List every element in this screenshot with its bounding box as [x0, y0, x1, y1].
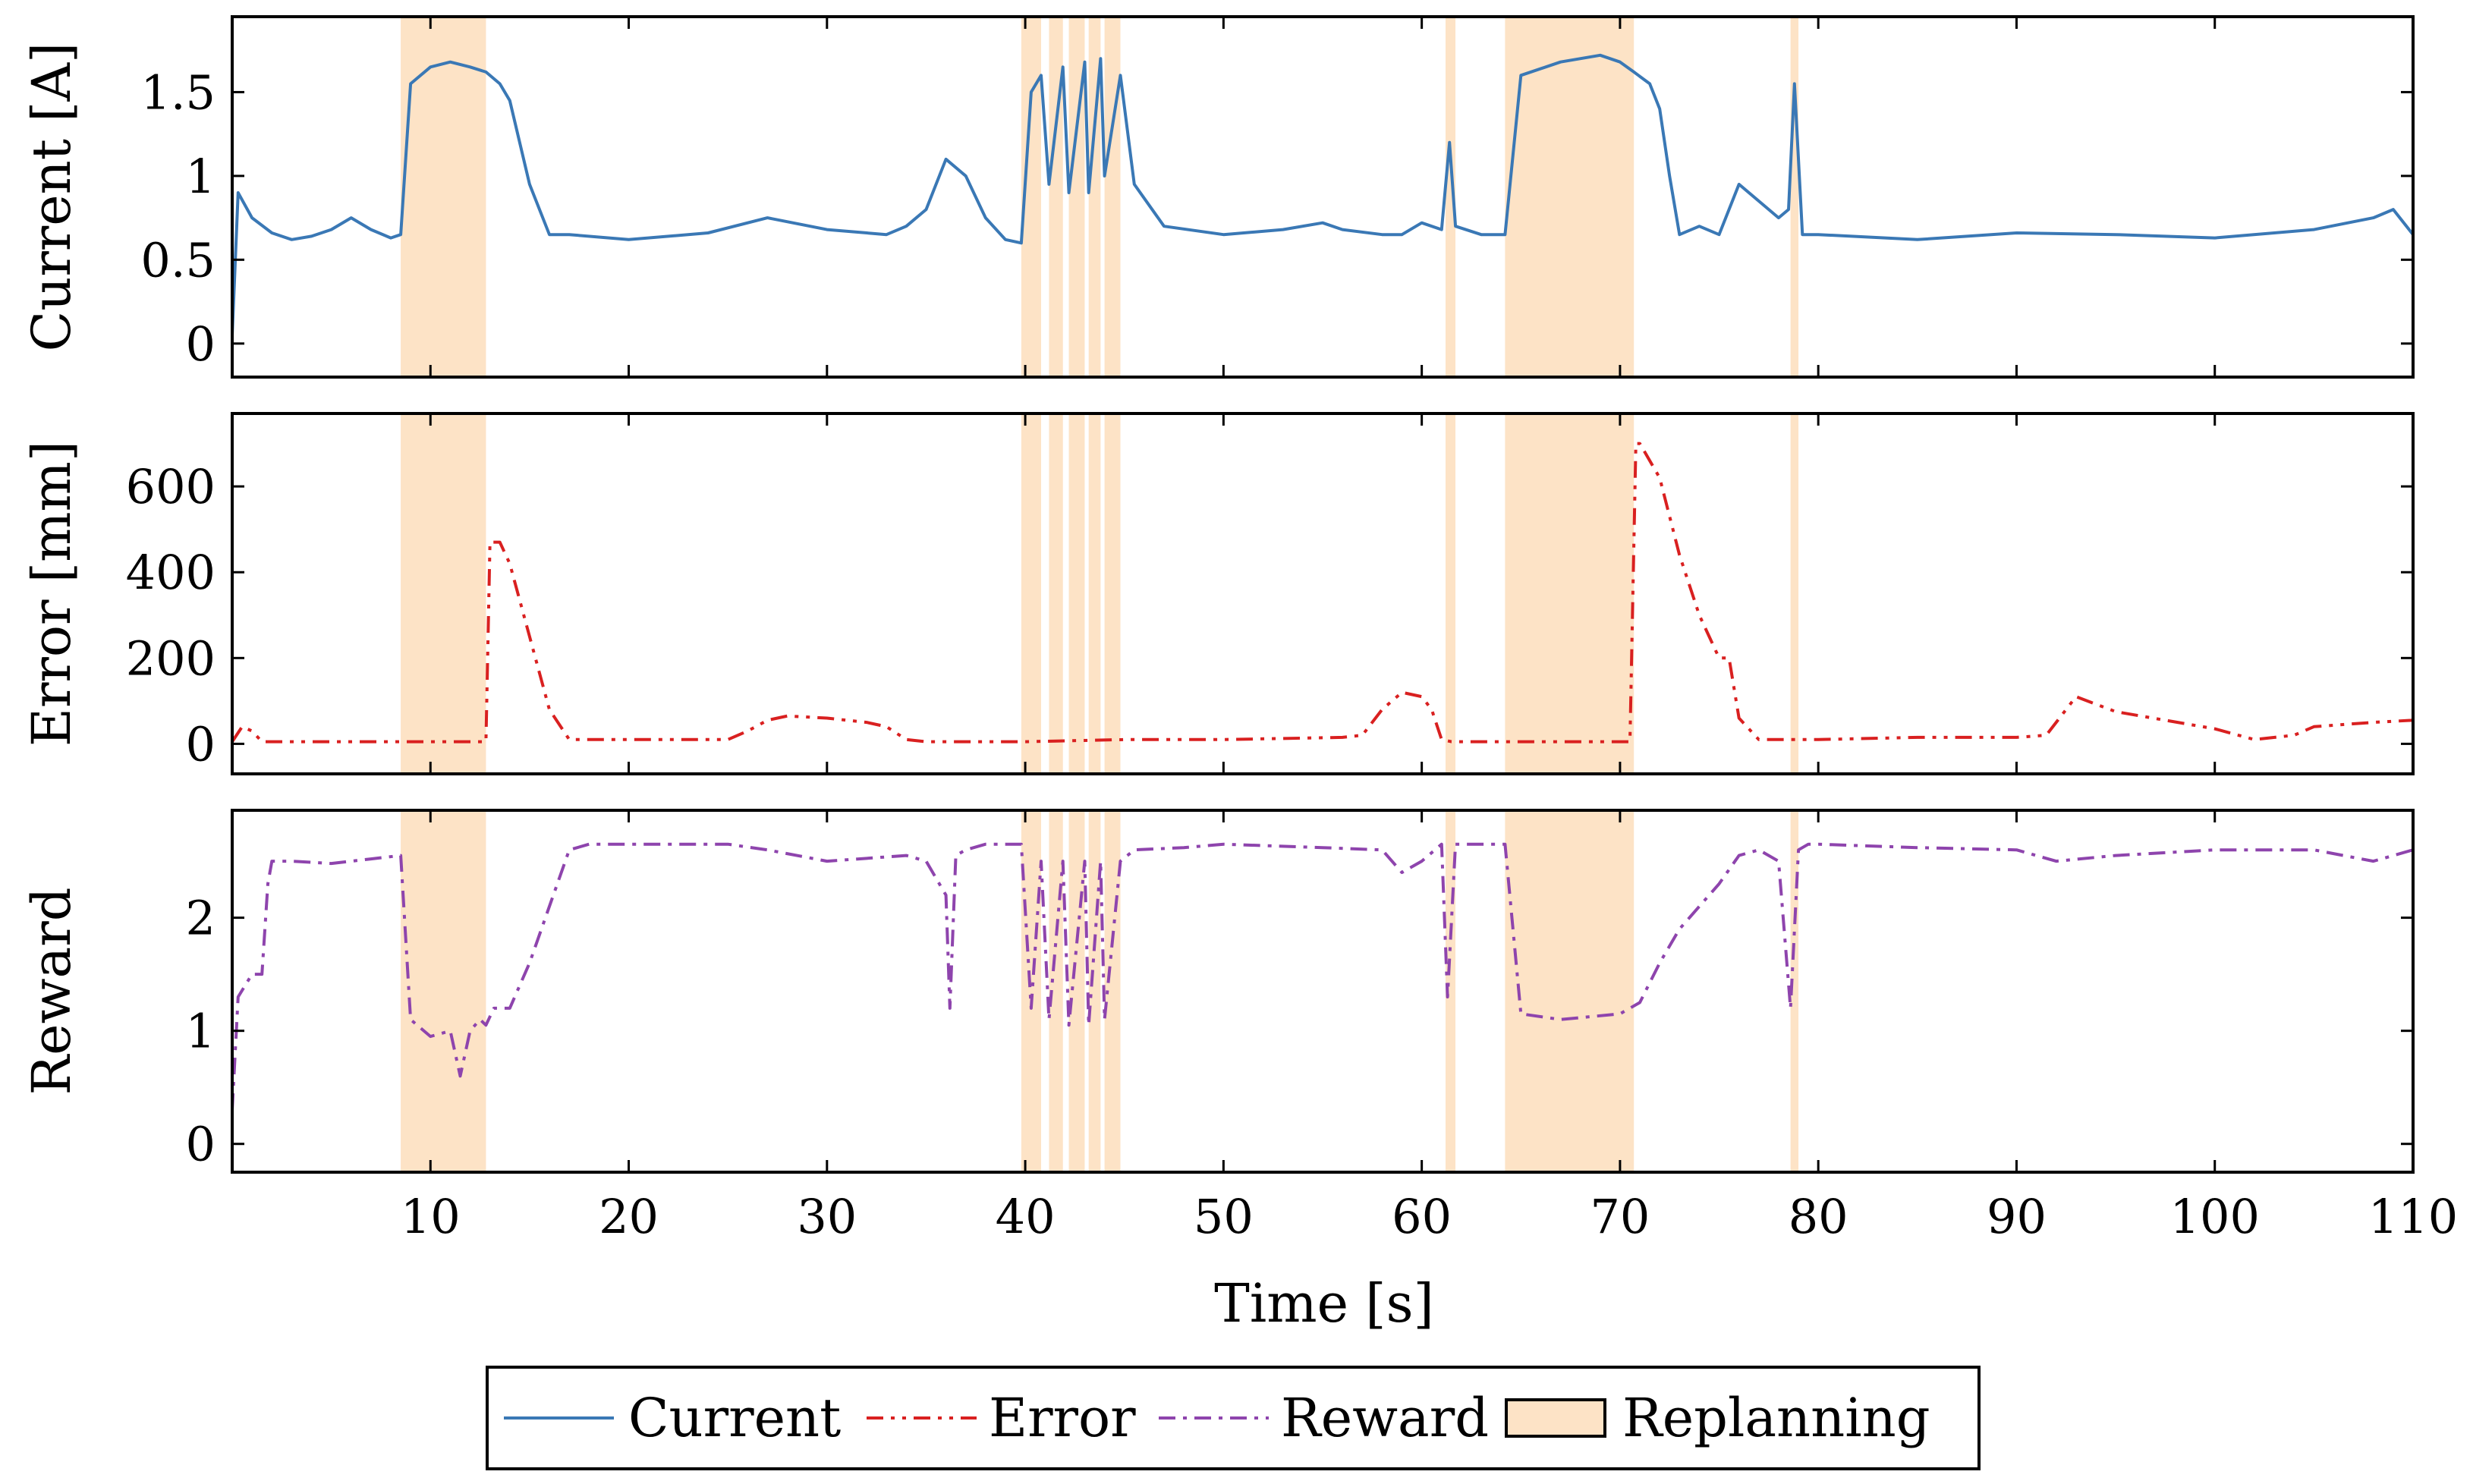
- replanning-band-error-0: [401, 413, 486, 774]
- legend-label-error: Error: [989, 1387, 1136, 1449]
- replanning-band-reward-1: [1021, 810, 1041, 1172]
- x-tick-label: 40: [996, 1189, 1056, 1244]
- replanning-band-current-5: [1104, 17, 1121, 377]
- replanning-band-reward-7: [1505, 810, 1635, 1172]
- y-tick-label-current: 0.5: [140, 232, 216, 288]
- panel-current: 0 0.5 1 1.5 Current [A]: [20, 15, 2415, 379]
- x-tick-label: 80: [1789, 1189, 1848, 1244]
- x-axis-label: Time [s]: [1214, 1272, 1434, 1335]
- y-tick-label-error: 600: [126, 459, 216, 514]
- y-tick-label-reward: 2: [186, 891, 216, 946]
- x-tick-label: 10: [401, 1189, 461, 1244]
- x-tick-label: 50: [1194, 1189, 1254, 1244]
- x-tick-label: 20: [599, 1189, 659, 1244]
- y-tick-label-error: 0: [186, 716, 216, 772]
- legend: Current Error Reward Replanning: [486, 1366, 1981, 1470]
- replanning-band-error-1: [1021, 413, 1041, 774]
- legend-label-reward: Reward: [1281, 1387, 1489, 1449]
- replanning-band-reward-3: [1068, 810, 1085, 1172]
- axis-frame-current: [231, 15, 2415, 379]
- y-axis-label-current: Current [A]: [20, 42, 83, 352]
- y-tick-label-error: 400: [126, 545, 216, 600]
- replanning-band-current-0: [401, 17, 486, 377]
- panel-reward: 0 1 2 10 20 30 40 50 60 70 80 90 100 110 Reward: [20, 809, 2458, 1244]
- legend-label-current: Current: [628, 1387, 841, 1449]
- series-line-current: [231, 53, 2415, 335]
- axis-frame-error: [231, 412, 2415, 775]
- y-tick-label-current: 0: [186, 316, 216, 372]
- replanning-band-error-7: [1505, 413, 1635, 774]
- x-tick-label: 30: [797, 1189, 857, 1244]
- y-axis-label-reward: Reward: [20, 887, 83, 1095]
- y-tick-label-error: 200: [126, 630, 216, 686]
- replanning-band-error-8: [1790, 413, 1799, 774]
- replanning-band-reward-8: [1790, 810, 1799, 1172]
- y-axis-label-error: Error [mm]: [20, 441, 83, 747]
- x-tick-label: 100: [2170, 1189, 2260, 1244]
- replanning-band-reward-0: [401, 810, 486, 1172]
- x-tick-label: 60: [1392, 1189, 1452, 1244]
- series-line-error: [231, 442, 2414, 744]
- x-tick-label: 110: [2368, 1189, 2458, 1244]
- replanning-band-current-2: [1049, 17, 1063, 377]
- legend-label-replanning: Replanning: [1622, 1387, 1930, 1449]
- y-tick-label-reward: 1: [186, 1004, 216, 1059]
- replanning-band-current-7: [1505, 17, 1635, 377]
- replanning-band-current-8: [1790, 17, 1799, 377]
- panel-error: 0 200 400 600 Error [mm]: [20, 412, 2415, 775]
- replanning-band-reward-2: [1049, 810, 1063, 1172]
- x-tick-label: 70: [1590, 1189, 1650, 1244]
- axis-frame-reward: [231, 809, 2415, 1174]
- replanning-band-error-6: [1445, 413, 1456, 774]
- legend-swatch-replanning: [1505, 1398, 1606, 1438]
- replanning-band-error-2: [1049, 413, 1063, 774]
- replanning-band-reward-4: [1088, 810, 1101, 1172]
- replanning-band-error-5: [1104, 413, 1121, 774]
- y-tick-label-current: 1.5: [140, 64, 216, 120]
- y-tick-label-current: 1: [186, 149, 216, 204]
- x-tick-label: 90: [1987, 1189, 2047, 1244]
- series-line-reward: [231, 842, 2414, 1111]
- replanning-band-error-4: [1088, 413, 1101, 774]
- replanning-band-current-6: [1445, 17, 1456, 377]
- y-tick-label-reward: 0: [186, 1117, 216, 1172]
- replanning-band-error-3: [1068, 413, 1085, 774]
